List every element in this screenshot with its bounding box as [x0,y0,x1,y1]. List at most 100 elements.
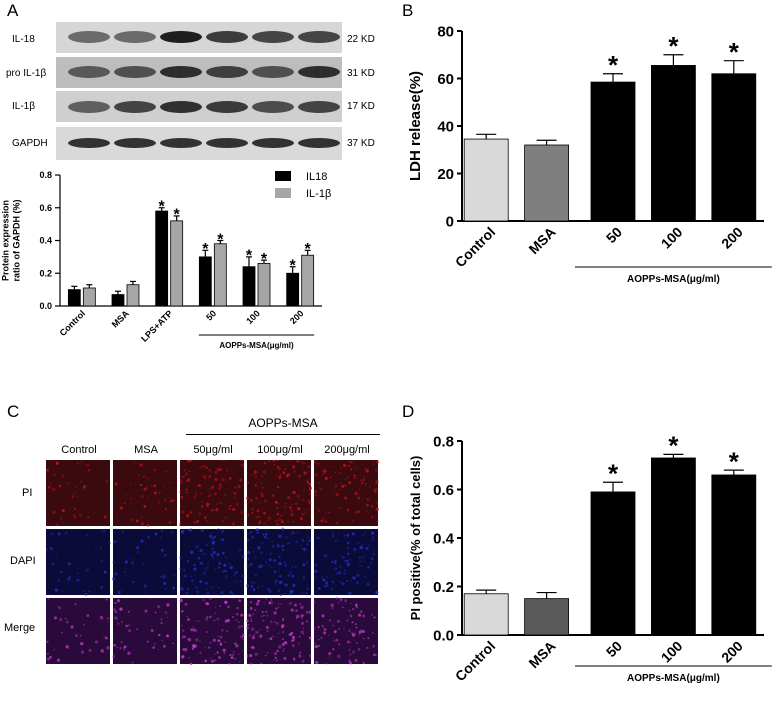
micrograph-dot [292,583,296,587]
micrograph-dot [214,653,216,655]
micrograph-dot [80,460,83,463]
micrograph-dot [249,498,253,502]
micrograph-dot [205,466,209,469]
micrograph-tile [180,460,244,526]
micrograph-dot [205,617,209,621]
micrograph-dot [298,635,301,638]
micrograph-dot [366,504,369,507]
micrograph-dot [313,460,316,464]
micrograph-dot [241,524,244,526]
micrograph-dot [229,504,231,507]
micrograph-dot [344,496,348,500]
micrograph-dot [277,467,281,471]
micrograph-dot [218,656,221,659]
micrograph-dot [213,592,216,594]
micrograph-dot [333,562,337,565]
micrograph-dot [296,494,300,498]
micrograph-dot [165,634,170,638]
micrograph-dot [183,574,187,578]
micrograph-dot [234,658,237,660]
micrograph-dot [161,639,164,642]
micrograph-dot [164,507,168,511]
micrograph-dot [77,578,80,581]
micrograph-dot [284,563,287,567]
micrograph-dot [211,547,214,550]
micrograph-dot [49,482,51,485]
micrograph-dot [275,621,279,625]
micrograph-dot [106,646,110,650]
micrograph-dot [146,524,150,527]
micrograph-dot [67,562,71,566]
micrograph-dot [317,625,320,629]
micrograph-dot [239,460,242,462]
chart-b-bar [711,73,757,222]
chart-a: 0.0 0.2 0.4 0.6 0.8 Protein expression ratio o… [1,170,332,350]
micrograph-dot [124,560,129,564]
micrograph-dot [317,509,321,513]
chart-a-bar [198,256,212,307]
micrograph-dot [366,646,369,649]
micrograph-dot [77,580,80,582]
micrograph-dot [372,460,375,462]
micrograph-dot [288,601,292,605]
micrograph-dot [205,602,209,606]
chart-a-y-label: ratio of GAPDH (%) [12,199,22,281]
micrograph-dot [341,556,345,560]
micrograph-dot [321,624,325,628]
micrograph-dot [250,601,253,604]
micrograph-dot [324,476,328,480]
micrograph-dot [375,590,379,595]
micrograph-dot [196,590,199,594]
micrograph-dot [304,512,306,514]
micrograph-dot [335,573,338,575]
chart-d-y-tick-label: 0.8 [433,433,454,450]
micrograph-dot [61,474,65,478]
micrograph-dot [184,472,188,476]
micrograph-dot [225,577,227,579]
chart-b-y-tick-label: 20 [437,166,454,183]
micrograph-dot [282,650,285,652]
micrograph-dot [214,492,217,496]
micrograph-dot [359,565,362,567]
micrograph-dot [49,655,52,659]
micrograph-dot [214,568,217,571]
micrograph-dot [335,522,339,525]
micrograph-dot [143,584,147,588]
micrograph-dot [190,628,194,632]
micrograph-dot [162,644,166,648]
micrograph-dot [195,586,199,590]
micrograph-dot [274,581,277,584]
micrograph-dot [216,553,220,557]
blot-band [68,138,110,148]
chart-d-group-label: AOPPs-MSA(μg/ml) [627,673,720,684]
micrograph-dot [214,659,217,662]
micrograph-dot [140,494,144,499]
micrograph-dot [302,563,306,567]
micrograph-dot [159,491,161,494]
micrograph-dot [282,638,284,640]
blot-band [298,31,340,43]
micrograph-dot [192,626,195,628]
micrograph-dot [230,656,234,659]
micrograph-dot [295,541,298,543]
blot-kd-gapdh: 37 KD [347,138,375,149]
micrograph-dot [261,494,264,498]
micrograph-dot [323,554,327,558]
micrograph-dot [219,605,222,607]
micrograph-dot [270,620,273,624]
micrograph-dot [237,485,241,489]
micrograph-dot [331,588,333,590]
micrograph-dot [291,531,295,535]
micrograph-dot [282,618,285,621]
micrograph-dot [206,591,210,596]
micrograph-dot [205,553,208,556]
micrograph-dot [248,614,252,617]
micrograph-tile [46,598,110,664]
micrograph-dot [169,496,171,499]
micrograph-dot [224,641,226,643]
micrograph-dot [100,585,104,589]
micrograph-tile [46,460,110,526]
micrograph-dot [188,470,191,472]
micrograph-dot [284,468,286,470]
micrograph-dot [106,620,109,623]
